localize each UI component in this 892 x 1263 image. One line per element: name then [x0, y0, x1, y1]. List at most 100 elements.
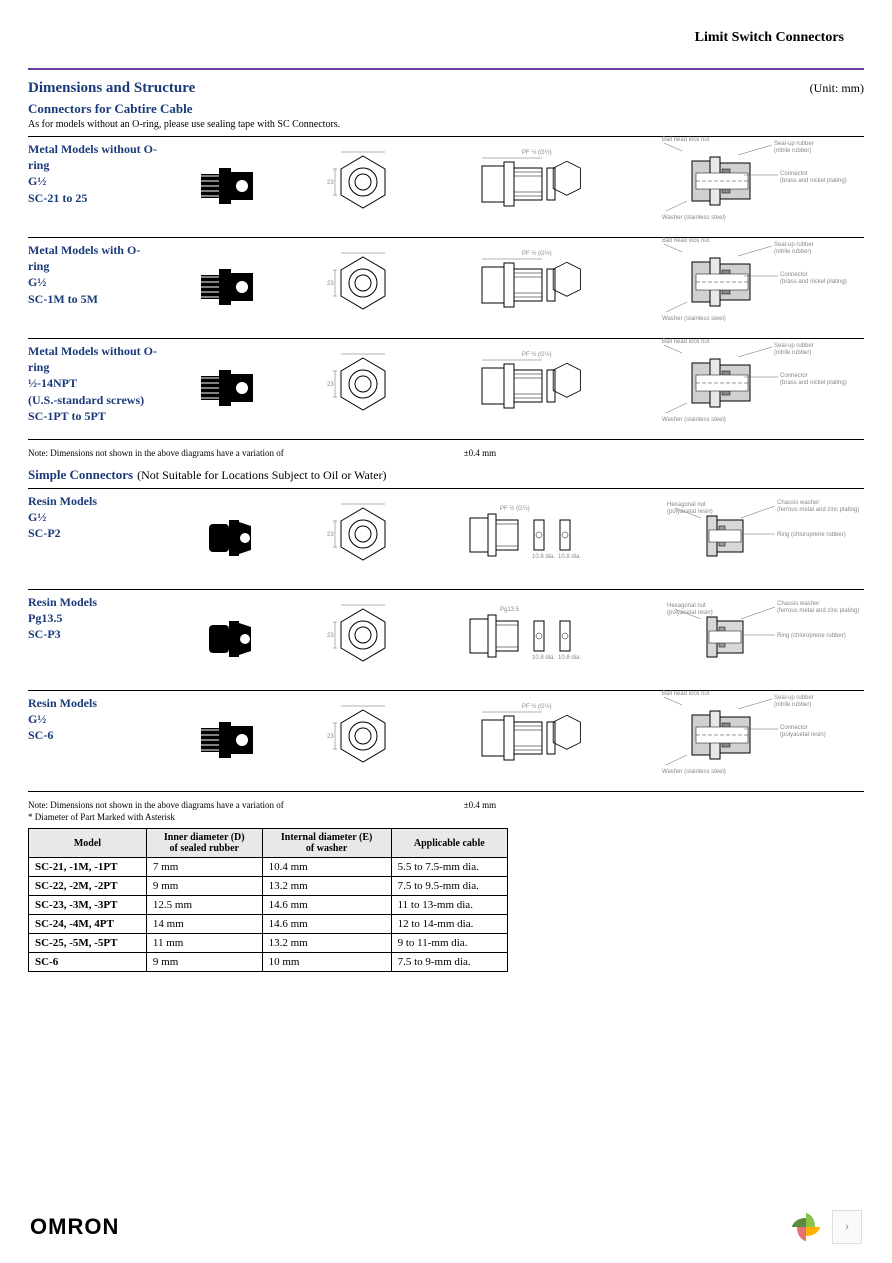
connector-photo	[195, 257, 265, 317]
section-title-dimensions: Dimensions and Structure	[28, 80, 195, 97]
svg-text:(ferrous metal and zinc platin: (ferrous metal and zinc plating)	[777, 507, 859, 513]
svg-text:Connector: Connector	[780, 171, 808, 177]
svg-text:Hexagonal nut: Hexagonal nut	[667, 603, 706, 609]
svg-text:10.8 dia.: 10.8 dia.	[532, 655, 555, 661]
page-footer: OMRON ›	[30, 1209, 862, 1245]
table-row: SC-23, -3M, -3PT12.5 mm14.6 mm11 to 13-m…	[29, 896, 508, 915]
svg-text:(polyacetal resin): (polyacetal resin)	[667, 610, 713, 616]
table-cell: 13.2 mm	[262, 934, 391, 953]
svg-text:Ball head lock nut: Ball head lock nut	[662, 691, 710, 697]
svg-text:Pg13.5: Pg13.5	[500, 607, 520, 613]
svg-text:(polyacetal resin): (polyacetal resin)	[780, 732, 826, 738]
svg-text:23: 23	[327, 734, 334, 740]
svg-text:Washer (stainless steel): Washer (stainless steel)	[662, 316, 726, 322]
svg-text:PF ½ (G½): PF ½ (G½)	[522, 351, 552, 358]
table-cell: SC-22, -2M, -2PT	[29, 877, 147, 896]
hex-front-view: 23	[323, 146, 403, 226]
rule	[28, 488, 864, 489]
hex-front-view: 23	[323, 599, 403, 679]
tolerance-note-2: Note: Dimensions not shown in the above …	[28, 800, 284, 810]
model-heading: Metal Models with O-ringG½SC-1M to 5M	[28, 242, 158, 307]
table-row: SC-25, -5M, -5PT11 mm13.2 mm9 to 11-mm d…	[29, 934, 508, 953]
svg-text:Washer (stainless steel): Washer (stainless steel)	[662, 417, 726, 423]
table-cell: 12.5 mm	[146, 896, 262, 915]
hex-front-view: 23	[323, 498, 403, 578]
rule	[28, 338, 864, 339]
svg-text:Washer (stainless steel): Washer (stainless steel)	[662, 769, 726, 775]
connector-photo	[195, 358, 265, 418]
next-page-button[interactable]: ›	[832, 1210, 862, 1244]
tolerance-value: ±0.4 mm	[464, 448, 496, 458]
table-header: Inner diameter (D)of sealed rubber	[146, 829, 262, 858]
connector-photo	[195, 156, 265, 216]
rule	[28, 439, 864, 440]
svg-text:10.8 dia.: 10.8 dia.	[558, 554, 581, 560]
hex-front-view: 23	[323, 247, 403, 327]
svg-text:Connector: Connector	[780, 272, 808, 278]
table-header: Model	[29, 829, 147, 858]
svg-text:(nitrile rubber): (nitrile rubber)	[774, 249, 811, 255]
rule	[28, 690, 864, 691]
table-row: SC-22, -2M, -2PT9 mm13.2 mm7.5 to 9.5-mm…	[29, 877, 508, 896]
svg-text:Ring (chloroprene rubber): Ring (chloroprene rubber)	[777, 633, 846, 639]
svg-text:(nitrile rubber): (nitrile rubber)	[774, 350, 811, 356]
svg-text:Washer (stainless steel): Washer (stainless steel)	[662, 215, 726, 221]
svg-text:23: 23	[327, 180, 334, 186]
svg-text:10.8 dia.: 10.8 dia.	[558, 655, 581, 661]
svg-text:(brass and nickel plating): (brass and nickel plating)	[780, 279, 847, 285]
model-heading: Resin ModelsG½SC-P2	[28, 493, 158, 542]
model-block: Metal Models with O-ringG½SC-1M to 5M 23…	[28, 242, 864, 339]
table-cell: 7.5 to 9-mm dia.	[391, 953, 507, 972]
svg-text:PF ½ (G½): PF ½ (G½)	[500, 505, 530, 512]
table-cell: SC-24, -4M, 4PT	[29, 915, 147, 934]
table-cell: 14.6 mm	[262, 915, 391, 934]
table-cell: 13.2 mm	[262, 877, 391, 896]
svg-text:Connector: Connector	[780, 725, 808, 731]
svg-text:Seal-up rubber: Seal-up rubber	[774, 141, 814, 147]
table-cell: 9 mm	[146, 877, 262, 896]
hex-front-view: 23	[323, 700, 403, 780]
tolerance-value-2: ±0.4 mm	[464, 800, 496, 810]
page-header-title: Limit Switch Connectors	[28, 30, 864, 46]
model-block: Resin ModelsG½SC-6 23 PF ½ (G½)	[28, 695, 864, 792]
asterisk-note: * Diameter of Part Marked with Asterisk	[28, 812, 864, 822]
table-cell: 10 mm	[262, 953, 391, 972]
table-cell: 11 to 13-mm dia.	[391, 896, 507, 915]
svg-text:(polyacetal resin): (polyacetal resin)	[667, 509, 713, 515]
svg-text:Ball head lock nut: Ball head lock nut	[662, 137, 710, 143]
svg-text:Ring (chloroprene rubber): Ring (chloroprene rubber)	[777, 532, 846, 538]
svg-text:PF ½ (G½): PF ½ (G½)	[522, 703, 552, 710]
cross-section: Hexagonal nut (polyacetal resin) Chassis…	[667, 599, 837, 679]
unit-label: (Unit: mm)	[810, 81, 864, 96]
table-cell: 5.5 to 7.5-mm dia.	[391, 858, 507, 877]
svg-text:23: 23	[327, 281, 334, 287]
rule	[28, 136, 864, 137]
hex-front-view: 23	[323, 348, 403, 428]
table-header: Internal diameter (E)of washer	[262, 829, 391, 858]
svg-text:10.8 dia.: 10.8 dia.	[532, 554, 555, 560]
table-cell: SC-6	[29, 953, 147, 972]
svg-text:(nitrile rubber): (nitrile rubber)	[774, 702, 811, 708]
svg-text:Chassis washer: Chassis washer	[777, 601, 819, 607]
side-view: PF ½ (G½) 10.8 dia. 10.8 dia.	[462, 500, 602, 576]
model-block: Metal Models without O-ringG½SC-21 to 25…	[28, 141, 864, 238]
model-heading: Metal Models without O-ring½-14NPT(U.S.-…	[28, 343, 158, 424]
connector-photo	[199, 510, 261, 566]
svg-text:Chassis washer: Chassis washer	[777, 500, 819, 506]
svg-text:(brass and nickel plating): (brass and nickel plating)	[780, 380, 847, 386]
model-heading: Resin ModelsPg13.5SC-P3	[28, 594, 158, 643]
svg-text:23: 23	[327, 633, 334, 639]
table-row: SC-24, -4M, 4PT14 mm14.6 mm12 to 14-mm d…	[29, 915, 508, 934]
side-view: PF ½ (G½)	[472, 247, 592, 327]
svg-text:Ball head lock nut: Ball head lock nut	[662, 339, 710, 345]
svg-text:23: 23	[327, 532, 334, 538]
rule	[28, 589, 864, 590]
table-cell: 14.6 mm	[262, 896, 391, 915]
table-cell: 11 mm	[146, 934, 262, 953]
table-row: SC-69 mm10 mm7.5 to 9-mm dia.	[29, 953, 508, 972]
rule	[28, 791, 864, 792]
side-view: PF ½ (G½)	[472, 348, 592, 428]
svg-text:Connector: Connector	[780, 373, 808, 379]
cross-section: Hexagonal nut (polyacetal resin) Chassis…	[667, 498, 837, 578]
table-cell: SC-21, -1M, -1PT	[29, 858, 147, 877]
